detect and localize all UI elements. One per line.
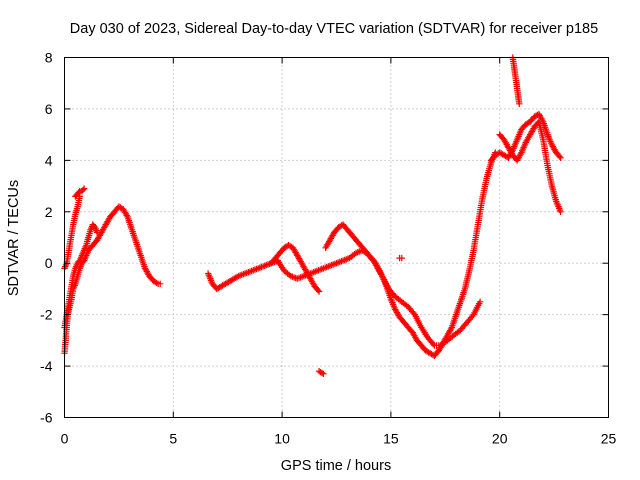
y-axis-label: SDTVAR / TECUs	[6, 180, 22, 296]
y-tick-label: -4	[40, 358, 53, 374]
chart-title: Day 030 of 2023, Sidereal Day-to-day VTE…	[70, 21, 598, 37]
y-tick-label: 0	[45, 255, 53, 271]
y-tick-label: 6	[45, 101, 53, 117]
y-tick-label: 2	[45, 204, 53, 220]
y-tick-label: -2	[40, 307, 53, 323]
x-tick-label: 15	[383, 431, 399, 447]
series-points	[496, 118, 564, 215]
series-points	[61, 203, 164, 357]
series-points	[315, 368, 327, 377]
y-tick-label: 8	[45, 50, 53, 66]
grid-lines	[64, 57, 609, 418]
x-tick-label: 25	[601, 431, 617, 447]
data-series	[61, 54, 564, 377]
y-tick-labels: -6 -4 -2 0 2 4 6 8	[40, 50, 53, 426]
series-points	[396, 254, 405, 262]
x-tick-label: 10	[274, 431, 290, 447]
y-tick-label: 4	[45, 152, 53, 168]
x-tick-labels: 0 5 10 15 20 25	[61, 431, 617, 447]
y-tick-label: -6	[40, 410, 53, 426]
axis-ticks	[64, 57, 609, 418]
x-tick-label: 5	[169, 431, 177, 447]
plot-frame	[64, 57, 609, 418]
series-points	[204, 247, 484, 349]
x-tick-label: 20	[492, 431, 508, 447]
series-points	[322, 149, 499, 359]
x-tick-label: 0	[61, 431, 69, 447]
x-axis-label: GPS time / hours	[281, 458, 391, 474]
series-points	[72, 185, 88, 200]
series-points	[268, 242, 323, 295]
series-points	[509, 54, 523, 107]
